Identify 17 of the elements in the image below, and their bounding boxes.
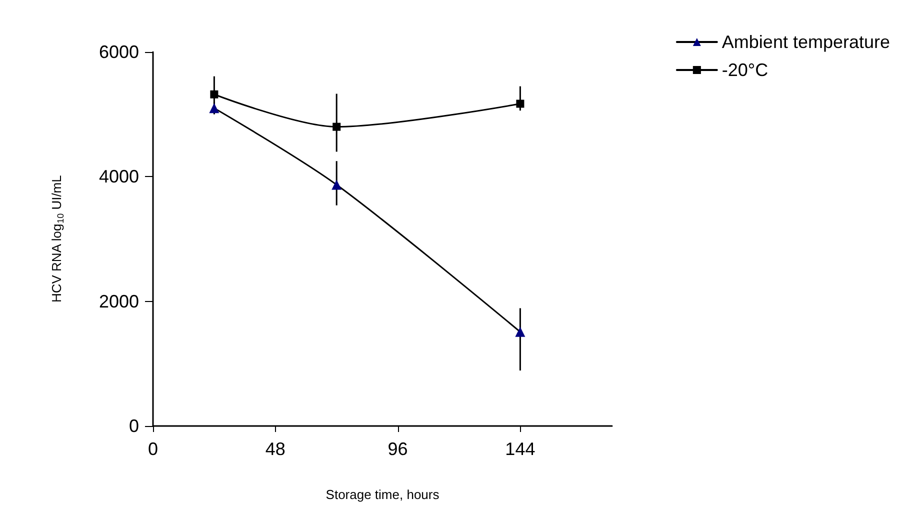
y-tick-label: 2000 — [98, 291, 139, 312]
x-tick-label: 96 — [388, 439, 408, 459]
y-axis-title: HCV RNA log10 UI/mL — [49, 175, 66, 303]
point — [210, 90, 218, 98]
y-tick-label: 6000 — [98, 42, 139, 62]
x-tick-label: 144 — [505, 439, 536, 459]
x-tick-label: 48 — [265, 439, 286, 459]
point — [332, 180, 342, 190]
legend-label: -20°C — [722, 60, 768, 80]
point — [515, 326, 526, 337]
y-tick-label: 4000 — [98, 166, 139, 187]
x-axis-title: Storage time, hours — [326, 487, 440, 502]
y-tick-label: 0 — [128, 416, 139, 436]
point — [516, 100, 524, 108]
point — [332, 122, 341, 131]
legend-label: Ambient temperature — [722, 32, 890, 52]
x-tick-label: 0 — [148, 439, 158, 459]
